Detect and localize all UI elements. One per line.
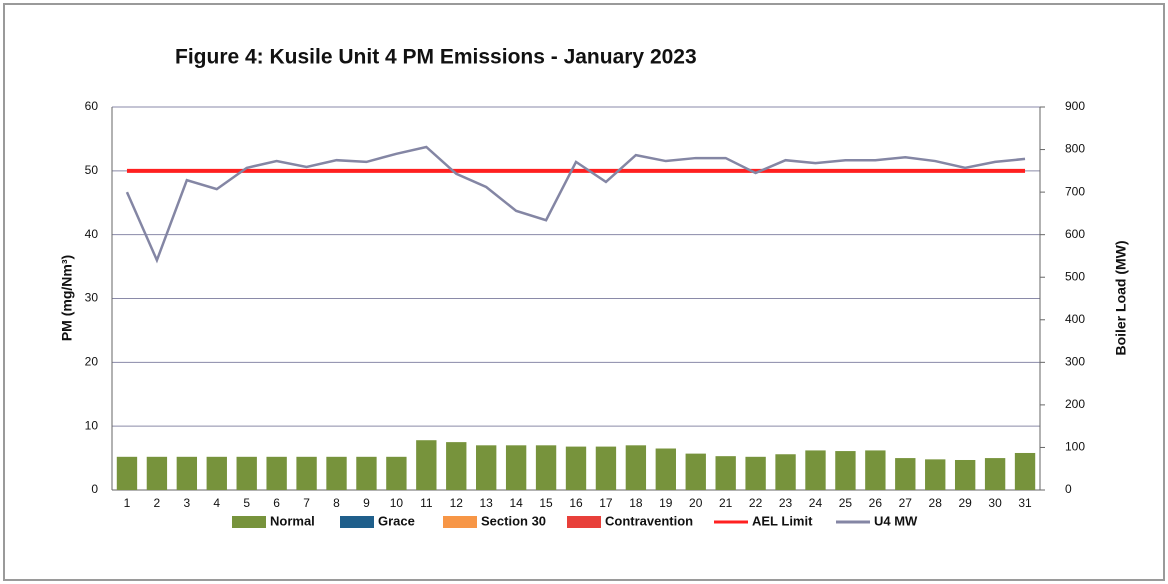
y2-tick-label: 100 (1065, 440, 1085, 454)
x-tick-label: 19 (659, 496, 673, 510)
bar (865, 450, 886, 490)
y2-tick-label: 700 (1065, 184, 1085, 198)
frame (3, 3, 1165, 581)
bar (296, 456, 317, 490)
y2-tick-label: 600 (1065, 227, 1085, 241)
bar (446, 442, 467, 490)
legend-text: Grace (378, 513, 415, 528)
y2-tick-label: 500 (1065, 269, 1085, 283)
x-tick-label: 11 (420, 496, 433, 510)
y2-tick-label: 300 (1065, 355, 1085, 369)
x-tick-label: 22 (749, 496, 763, 510)
legend-swatch (340, 516, 374, 528)
x-tick-label: 31 (1018, 496, 1032, 510)
x-tick-label: 26 (869, 496, 883, 510)
bar (595, 446, 617, 490)
x-tick-label: 18 (629, 496, 643, 510)
bar (895, 458, 916, 490)
x-tick-label: 8 (333, 496, 340, 510)
x-tick-label: 5 (243, 496, 250, 510)
legend-swatch (232, 516, 266, 528)
y2-tick-label: 900 (1065, 99, 1085, 113)
x-tick-label: 6 (273, 496, 280, 510)
y-tick-label: 0 (91, 482, 98, 496)
legend-text: AEL Limit (752, 513, 813, 528)
legend-text: U4 MW (874, 513, 918, 528)
x-tick-label: 16 (569, 496, 583, 510)
y-tick-label: 40 (85, 227, 99, 241)
bar (176, 456, 198, 490)
x-tick-label: 1 (124, 496, 131, 510)
x-tick-label: 3 (183, 496, 190, 510)
bar (565, 446, 587, 490)
y-tick-label: 10 (85, 418, 99, 432)
legend-swatch (443, 516, 477, 528)
bar (925, 459, 946, 490)
y2-axis-title: Boiler Load (MW) (1113, 240, 1129, 355)
legend-text: Normal (270, 513, 315, 528)
bar (625, 445, 647, 490)
y2-tick-label: 0 (1065, 482, 1072, 496)
x-tick-label: 13 (480, 496, 494, 510)
bar (745, 456, 766, 490)
bar (984, 458, 1006, 490)
x-tick-label: 29 (958, 496, 972, 510)
bar (416, 440, 437, 490)
chart-title: Figure 4: Kusile Unit 4 PM Emissions - J… (175, 46, 697, 69)
x-tick-label: 20 (689, 496, 703, 510)
bar (655, 448, 676, 490)
y-tick-label: 30 (85, 291, 99, 305)
bar (476, 445, 497, 490)
y-tick-label: 20 (85, 355, 99, 369)
line (125, 145, 1026, 264)
legend-text: Section 30 (481, 513, 546, 528)
x-tick-label: 9 (363, 496, 370, 510)
bar (326, 456, 347, 490)
bar (505, 445, 527, 490)
y-tick-label: 50 (85, 163, 99, 177)
bar (535, 445, 557, 490)
legend-swatch (567, 516, 601, 528)
bar (805, 450, 826, 490)
x-tick-label: 4 (213, 496, 220, 510)
bar (206, 456, 227, 490)
y2-tick-label: 800 (1065, 142, 1085, 156)
y-axis-title: PM (mg/Nm³) (59, 255, 75, 341)
bar (715, 456, 736, 490)
x-tick-label: 14 (509, 496, 523, 510)
y-tick-label: 60 (85, 99, 99, 113)
bar (835, 451, 856, 490)
bar (954, 459, 976, 490)
bar (146, 456, 168, 490)
bar (356, 456, 377, 490)
bar (1014, 452, 1036, 490)
y2-tick-label: 400 (1065, 312, 1085, 326)
x-tick-label: 24 (809, 496, 823, 510)
x-tick-label: 7 (303, 496, 310, 510)
x-tick-label: 30 (988, 496, 1002, 510)
x-tick-label: 23 (779, 496, 793, 510)
bar (266, 456, 287, 490)
bar (236, 456, 257, 490)
x-tick-label: 12 (450, 496, 464, 510)
legend-text: Contravention (605, 513, 693, 528)
x-tick-label: 27 (899, 496, 913, 510)
x-tick-label: 10 (390, 496, 404, 510)
bar (386, 456, 407, 490)
x-tick-label: 2 (154, 496, 161, 510)
bar (116, 456, 138, 490)
x-tick-label: 28 (929, 496, 943, 510)
bar (685, 453, 706, 490)
x-tick-label: 17 (599, 496, 613, 510)
x-tick-label: 21 (719, 496, 733, 510)
x-tick-label: 25 (839, 496, 853, 510)
x-tick-label: 15 (539, 496, 553, 510)
bar (775, 454, 796, 490)
y2-tick-label: 200 (1065, 397, 1085, 411)
